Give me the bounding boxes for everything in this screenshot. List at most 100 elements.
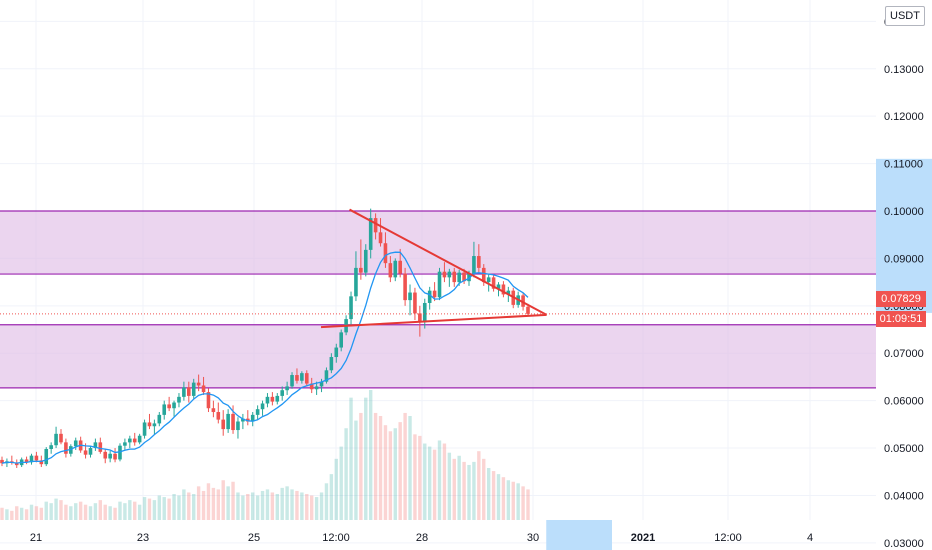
candle-body — [83, 450, 88, 455]
zone-band-2 — [0, 324, 876, 388]
candle-body — [304, 373, 309, 384]
candle-body — [285, 386, 289, 391]
volume-bar — [339, 446, 343, 520]
candle-body — [447, 271, 452, 278]
currency-selector[interactable]: USDT — [885, 6, 925, 26]
volume-bar — [521, 486, 525, 520]
candle-body — [418, 313, 422, 323]
volume-bar — [418, 435, 422, 520]
candle-body — [54, 433, 58, 446]
volume-bar — [147, 498, 152, 520]
candle-body — [265, 396, 270, 404]
volume-bar — [34, 506, 39, 520]
volume-bar — [393, 428, 397, 520]
candle-body — [378, 232, 383, 244]
candle-body — [432, 290, 437, 298]
volume-bar — [177, 495, 181, 520]
candle-body — [196, 382, 201, 386]
candle-body — [44, 449, 49, 465]
candle-body — [329, 357, 334, 371]
candle-body — [349, 296, 353, 320]
candle-body — [157, 414, 162, 424]
candle-body — [172, 402, 176, 409]
volume-bar — [39, 507, 44, 520]
candle-body — [152, 423, 157, 427]
volume-bar — [305, 494, 309, 520]
volume-bar — [398, 422, 402, 520]
volume-bar — [19, 507, 24, 520]
volume-bar — [113, 507, 117, 520]
candle-body — [363, 249, 368, 273]
volume-bar — [359, 412, 363, 520]
volume-bar — [24, 509, 29, 520]
triangle-pattern — [320, 208, 548, 329]
volume-bar — [388, 431, 393, 520]
time-tick-label: 23 — [137, 532, 149, 544]
volume-bar — [187, 492, 191, 520]
volume-bar — [29, 504, 34, 520]
volume-bar — [491, 471, 496, 520]
last-price-tag: 0.07829 — [876, 291, 926, 307]
volume-bar — [137, 504, 142, 520]
candle-body — [437, 271, 442, 298]
volume-bar — [123, 503, 127, 520]
volume-bar — [226, 486, 230, 520]
candle-body — [354, 267, 358, 297]
candle-body — [452, 271, 457, 283]
volume-bar — [467, 464, 471, 520]
candle-body — [216, 412, 221, 420]
volume-bar — [486, 468, 491, 520]
volume-bar — [378, 416, 383, 520]
candle-body — [137, 435, 142, 443]
candle-body — [300, 373, 304, 381]
zones — [0, 210, 876, 389]
candle-body — [373, 218, 378, 233]
volume-bar — [246, 494, 250, 520]
volume-bar — [221, 480, 225, 520]
time-tick-label: 2021 — [631, 532, 655, 544]
volume-bar — [368, 390, 373, 520]
volume-bar — [364, 397, 368, 520]
candles — [0, 208, 530, 468]
candle-body — [93, 442, 98, 449]
moving-average-line — [1, 251, 529, 464]
volume-bar — [15, 506, 19, 520]
volume-bars — [0, 390, 530, 520]
candle-body — [477, 256, 481, 268]
volume-bar — [437, 440, 442, 520]
candle-body — [98, 442, 103, 452]
volume-bar — [457, 455, 461, 520]
volume-bar — [310, 495, 314, 520]
candle-body — [442, 271, 447, 278]
time-axis-highlight — [546, 520, 612, 550]
time-tick-label: 12:00 — [322, 532, 350, 544]
price-tick-label: 0.12000 — [884, 111, 924, 123]
volume-bar — [211, 487, 216, 520]
candle-body — [324, 370, 329, 382]
volume-bar — [442, 443, 447, 520]
volume-bar — [251, 492, 255, 520]
candle-body — [408, 292, 412, 301]
volume-bar — [93, 503, 98, 520]
volume-bar — [319, 492, 324, 520]
volume-bar — [236, 492, 240, 520]
candle-body — [270, 396, 275, 402]
candle-body — [162, 404, 167, 415]
volume-bar — [83, 504, 88, 520]
volume-bar — [501, 477, 506, 520]
candle-body — [201, 385, 206, 393]
volume-bar — [423, 443, 427, 520]
candle-body — [88, 448, 93, 455]
volume-bar — [167, 498, 171, 520]
volume-bar — [142, 497, 147, 520]
volume-bar — [44, 501, 48, 520]
candle-body — [462, 272, 466, 282]
volume-bar — [88, 506, 93, 520]
candle-body — [295, 375, 299, 381]
volume-bar — [383, 425, 388, 520]
candle-body — [245, 418, 250, 422]
volume-bar — [447, 452, 452, 520]
candle-body — [177, 396, 181, 403]
candle-body — [383, 243, 388, 264]
